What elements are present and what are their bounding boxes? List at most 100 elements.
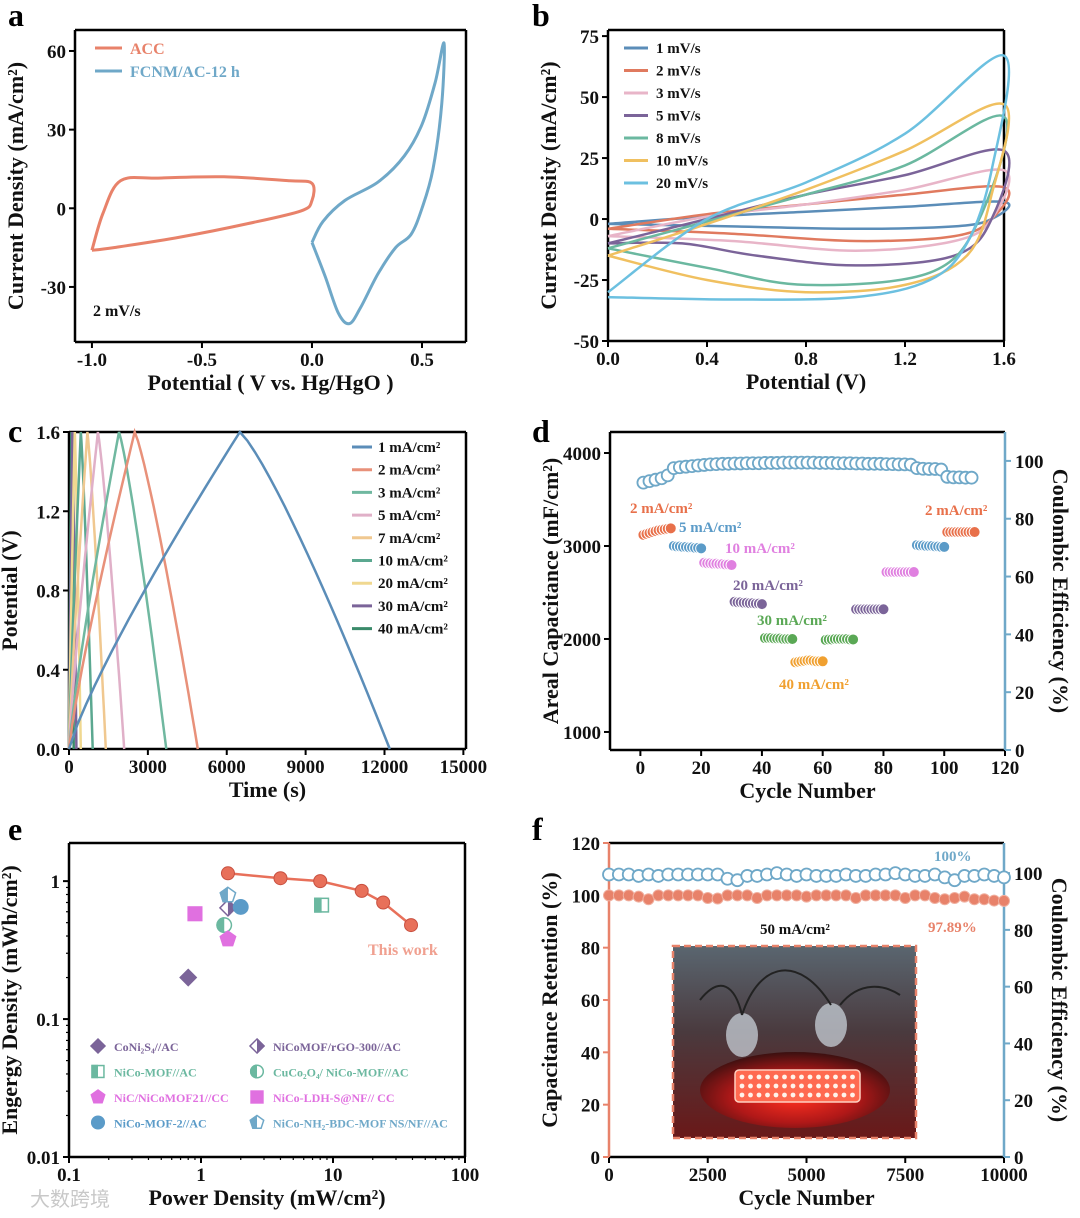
led-dot — [841, 1083, 847, 1089]
led-dot — [833, 1074, 838, 1080]
capacitance-point — [816, 655, 829, 668]
this-work-point — [354, 883, 369, 898]
x-tick-label: 60 — [813, 758, 832, 779]
x-tick-label: 20 — [692, 758, 711, 779]
x-tick-label: 120 — [991, 758, 1020, 779]
led-dot — [850, 1092, 855, 1098]
current-density-label: 5 mA/cm² — [679, 520, 742, 536]
x-axis-title: Potential ( V vs. Hg/HgO ) — [147, 370, 393, 395]
capacitance-point — [755, 598, 768, 611]
y-tick-label: 50 — [580, 88, 599, 109]
capacitance-retention-point — [662, 889, 675, 902]
gcd-curve-2 — [67, 431, 168, 750]
led-dot — [756, 1083, 762, 1089]
y-tick-label: 75 — [580, 27, 599, 48]
legend-label: NiC/NiCoMOF21//CC — [114, 1091, 229, 1105]
y-tick-label: 60 — [47, 42, 66, 63]
led-dot — [799, 1074, 804, 1080]
panel-label: f — [532, 811, 543, 847]
x-tick-label: 0 — [604, 1165, 614, 1186]
y-tick-label: 25 — [580, 149, 599, 170]
led-dot — [816, 1074, 821, 1080]
current-density-label: 10 mA/cm² — [725, 541, 795, 557]
capacitance-point — [907, 566, 920, 579]
diamond-marker — [89, 1037, 107, 1055]
watermark: 大数跨境 — [30, 1187, 110, 1211]
y-tick-label: 1000 — [563, 723, 601, 744]
legend-label: 3 mA/cm² — [378, 485, 441, 501]
right-y-tick-label: 0 — [1014, 1148, 1024, 1169]
gcd-curve-5 — [67, 431, 94, 750]
capacitance-retention-point — [691, 889, 704, 902]
capacitance-retention-point — [731, 889, 744, 902]
right-y-tick-label: 0 — [1015, 741, 1025, 762]
led-dot — [765, 1074, 770, 1080]
capacitance-retention-point — [761, 889, 773, 902]
led-dot — [841, 1074, 847, 1080]
capacitance-retention-point — [879, 889, 892, 902]
led-dot — [739, 1083, 745, 1089]
panel-label: d — [532, 413, 550, 449]
led-dot — [850, 1083, 855, 1089]
pentagon-marker — [90, 1089, 106, 1104]
y-tick-label: 120 — [572, 834, 601, 855]
this-work-point — [376, 895, 391, 910]
circle-marker — [232, 898, 249, 915]
current-density-annotation: 50 mA/cm² — [760, 922, 830, 938]
led-dot — [782, 1074, 787, 1080]
panel-c-gcd-curves: 0 3000 6000 9000 12000 15000 0.0 0.4 0.8 1.2 1.6 Ti… — [0, 413, 487, 802]
x-tick-label: 0.0 — [300, 350, 324, 371]
y-tick-label: 20 — [581, 1096, 600, 1117]
right-y-tick-label: 100 — [1015, 452, 1044, 473]
legend-label: 20 mV/s — [656, 176, 708, 192]
capacitance-retention-point — [978, 893, 991, 906]
right-y-axis-title: Coulombic Efficiency (%) — [1048, 469, 1073, 713]
capacitance-retention-point — [958, 890, 971, 903]
x-tick-label: 9000 — [287, 757, 325, 778]
x-tick-label: 12000 — [361, 757, 409, 778]
y-tick-label: 0 — [57, 199, 67, 220]
capacitance-point — [786, 632, 799, 645]
x-tick-label: 0.5 — [410, 350, 434, 371]
right-y-tick-label: 20 — [1014, 1091, 1033, 1112]
right-y-tick-label: 100 — [1014, 864, 1043, 885]
capacitance-retention-point — [998, 894, 1010, 907]
legend-label: 10 mA/cm² — [378, 554, 448, 570]
led-dot — [773, 1074, 779, 1080]
y-tick-label: 4000 — [563, 444, 601, 465]
cv-curve-6 — [607, 54, 1011, 301]
capacitance-retention-point — [711, 892, 724, 905]
pentagon-marker-half-fill — [219, 886, 228, 903]
retention-annotation: 97.89% — [928, 920, 977, 936]
x-tick-label: 1 — [196, 1165, 206, 1186]
panel-label: a — [8, 0, 24, 33]
diamond-marker-half-fill — [257, 1037, 266, 1055]
led-dot — [799, 1083, 804, 1089]
pentagon-marker-half-fill — [249, 1114, 257, 1129]
capacitance-retention-point — [948, 891, 961, 904]
y-tick-label: 0 — [590, 210, 600, 231]
legend-label: 2 mA/cm² — [378, 463, 441, 479]
x-axis-title: Cycle Number — [739, 778, 875, 803]
x-tick-label: 1.2 — [893, 349, 917, 370]
x-tick-label: 0.4 — [695, 349, 719, 370]
led-dot — [756, 1074, 762, 1080]
y-tick-label: 60 — [581, 991, 600, 1012]
current-density-label: 40 mA/cm² — [779, 677, 849, 693]
capacitance-retention-point — [849, 891, 862, 904]
legend-label: ACC — [130, 41, 165, 58]
legend-label: CoNi₂S₄//AC — [114, 1040, 179, 1054]
y-tick-label: 0.4 — [36, 661, 60, 682]
capacitance-point — [847, 633, 860, 646]
right-y-tick-label: 20 — [1015, 683, 1034, 704]
x-tick-label: 10000 — [980, 1165, 1028, 1186]
gcd-curve-4 — [67, 431, 108, 750]
led-dot — [824, 1074, 830, 1080]
y-tick-label: -30 — [41, 278, 66, 299]
panel-d-rate-capability: 0 20 40 60 80 100 120 1000 2000 3000 4000 0 20 40 60 80… — [532, 413, 1073, 803]
led-dot — [833, 1083, 838, 1089]
x-tick-label: 0.8 — [794, 349, 818, 370]
circle-marker — [90, 1115, 106, 1130]
x-axis-title: Potential (V) — [746, 369, 866, 394]
